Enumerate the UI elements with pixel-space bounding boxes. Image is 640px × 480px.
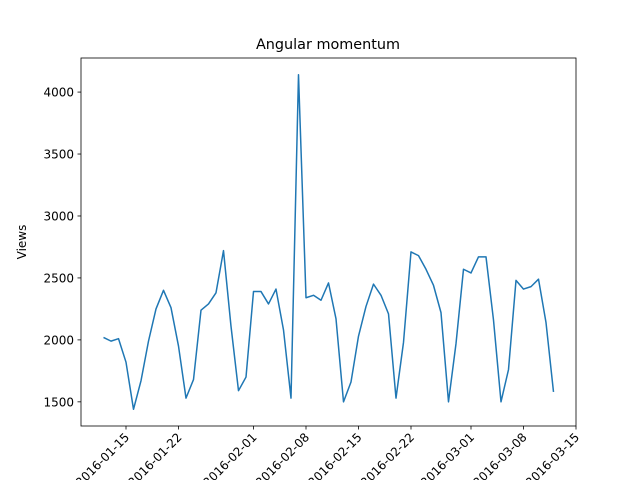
chart-title: Angular momentum [256, 37, 400, 53]
y-tick-label: 2000 [43, 333, 74, 347]
data-line [103, 73, 555, 411]
y-tick-label: 3000 [43, 209, 74, 223]
y-tick-label: 3500 [43, 148, 74, 162]
y-tick-label: 2500 [43, 271, 74, 285]
axes-frame [80, 57, 577, 427]
y-tick-label: 4000 [43, 86, 74, 100]
y-tick-label: 1500 [43, 395, 74, 409]
y-axis-label: Views [15, 225, 29, 260]
